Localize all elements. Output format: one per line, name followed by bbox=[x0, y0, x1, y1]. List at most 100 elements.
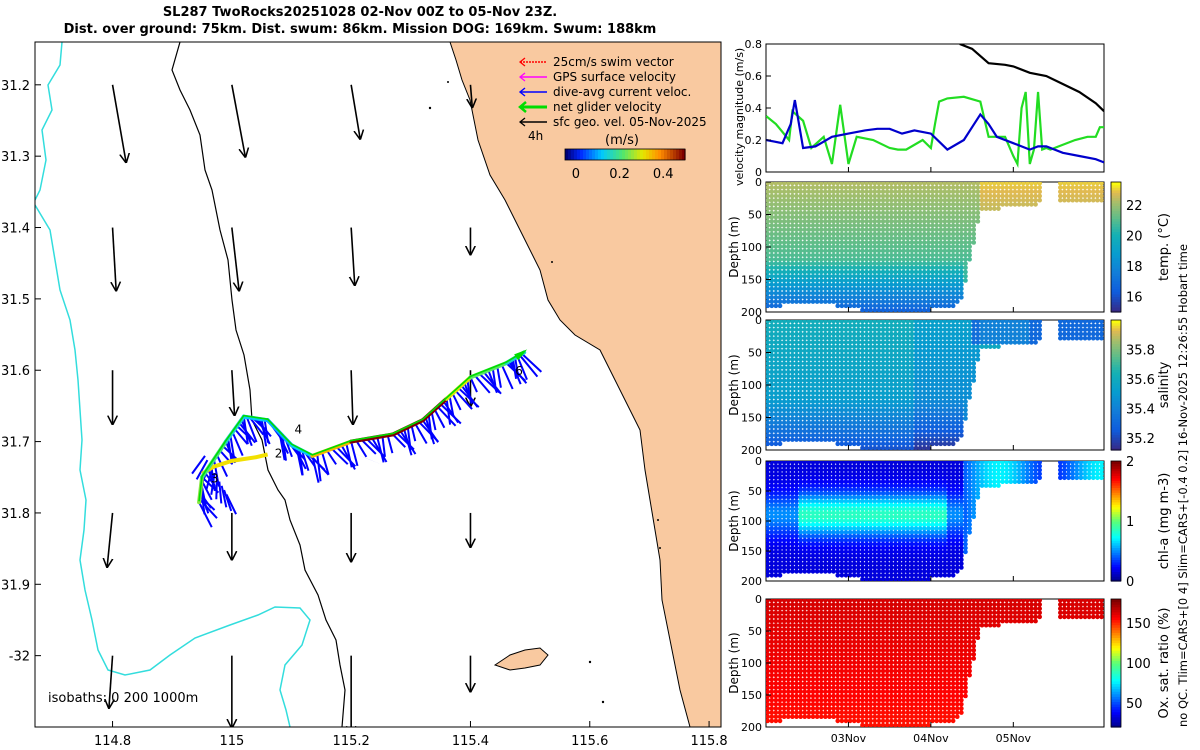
profile-sample bbox=[876, 290, 882, 296]
profile-sample bbox=[798, 530, 803, 535]
profile-sample bbox=[1099, 323, 1104, 328]
profile-sample bbox=[827, 522, 832, 527]
profile-sample bbox=[856, 320, 861, 324]
profile-sample bbox=[835, 197, 841, 203]
profile-sample bbox=[897, 193, 902, 199]
profile-sample bbox=[917, 428, 923, 434]
profile-sample bbox=[868, 369, 873, 375]
profile-sample bbox=[934, 403, 939, 409]
profile-sample bbox=[917, 193, 923, 199]
profile-sample bbox=[946, 299, 952, 304]
profile-sample bbox=[843, 327, 849, 333]
profile-sample bbox=[835, 518, 841, 523]
profile-sample bbox=[975, 357, 981, 362]
profile-sample bbox=[810, 197, 816, 203]
profile-sample bbox=[802, 282, 808, 288]
profile-sample bbox=[827, 514, 832, 520]
profile-sample bbox=[794, 390, 799, 396]
profile-sample bbox=[827, 506, 832, 512]
profile-sample bbox=[971, 185, 977, 190]
profile-sample bbox=[806, 273, 812, 279]
profile-sample bbox=[769, 514, 775, 520]
profile-sample bbox=[921, 541, 927, 547]
profile-sample bbox=[843, 561, 849, 566]
profile-sample bbox=[806, 553, 812, 559]
profile-sample bbox=[930, 541, 935, 547]
profile-sample bbox=[996, 202, 1001, 207]
profile-sample bbox=[959, 185, 964, 190]
profile-sample bbox=[806, 299, 812, 304]
profile-sample bbox=[880, 214, 886, 220]
profile-sample bbox=[806, 510, 812, 516]
profile-sample bbox=[814, 420, 820, 426]
profile-sample bbox=[967, 252, 972, 258]
profile-sample bbox=[806, 282, 812, 288]
profile-sample bbox=[930, 273, 935, 279]
profile-sample bbox=[769, 331, 775, 337]
profile-sample bbox=[971, 323, 977, 328]
profile-sample bbox=[967, 257, 972, 262]
profile-sample bbox=[868, 471, 873, 477]
profile-sample bbox=[893, 487, 898, 492]
profile-sample bbox=[814, 416, 820, 421]
profile-sample bbox=[806, 483, 812, 488]
profile-sample bbox=[876, 365, 882, 371]
profile-sample bbox=[831, 197, 836, 203]
profile-sample bbox=[971, 193, 977, 199]
profile-sample bbox=[790, 569, 795, 574]
profile-sample bbox=[802, 437, 808, 442]
colorbar-cell bbox=[595, 149, 599, 160]
profile-sample bbox=[884, 441, 890, 447]
profile-sample bbox=[946, 202, 952, 207]
profile-sample bbox=[897, 433, 902, 438]
profile-sample bbox=[893, 231, 898, 237]
profile-sample bbox=[921, 235, 927, 241]
profile-sample bbox=[987, 331, 993, 337]
profile-sample bbox=[921, 416, 927, 421]
dive-current-vector bbox=[514, 357, 520, 377]
profile-sample bbox=[835, 557, 841, 562]
profile-sample bbox=[880, 502, 886, 508]
profile-sample bbox=[798, 295, 803, 300]
profile-sample bbox=[880, 475, 886, 481]
profile-sample bbox=[926, 210, 931, 216]
profile-sample bbox=[880, 573, 886, 578]
profile-sample bbox=[847, 553, 853, 559]
dive-current-vector bbox=[518, 354, 539, 378]
profile-sample bbox=[884, 295, 890, 300]
profile-sample bbox=[1008, 189, 1014, 195]
profile-sample bbox=[843, 549, 849, 555]
profile-sample bbox=[1082, 331, 1088, 337]
profile-sample bbox=[897, 471, 902, 477]
profile-sample bbox=[880, 491, 886, 496]
profile-sample bbox=[818, 510, 824, 516]
track-segment bbox=[390, 418, 425, 437]
profile-sample bbox=[930, 185, 935, 190]
colorbar-cell bbox=[658, 149, 662, 160]
profile-sample bbox=[827, 219, 832, 224]
profile-sample bbox=[777, 286, 783, 292]
profile-sample bbox=[810, 475, 816, 481]
profile-sample bbox=[950, 340, 956, 345]
profile-sample bbox=[868, 407, 873, 413]
profile-sample bbox=[930, 461, 935, 465]
profile-sample bbox=[810, 185, 816, 190]
profile-sample bbox=[921, 569, 927, 574]
profile-sample bbox=[864, 299, 869, 304]
profile-sample bbox=[917, 214, 923, 220]
islet bbox=[447, 81, 449, 83]
profile-sample bbox=[831, 227, 836, 233]
profile-sample bbox=[802, 428, 808, 434]
profile-sample bbox=[851, 471, 857, 477]
profile-sample bbox=[864, 361, 869, 366]
profile-sample bbox=[827, 373, 832, 379]
profile-sample bbox=[884, 214, 890, 220]
profile-sample bbox=[872, 399, 878, 404]
profile-sample bbox=[785, 193, 791, 199]
profile-sample bbox=[868, 378, 873, 383]
profile-sample bbox=[934, 495, 939, 500]
profile-sample bbox=[781, 433, 787, 438]
profile-sample bbox=[827, 420, 832, 426]
profile-sample bbox=[781, 463, 787, 469]
profile-sample bbox=[901, 357, 906, 362]
